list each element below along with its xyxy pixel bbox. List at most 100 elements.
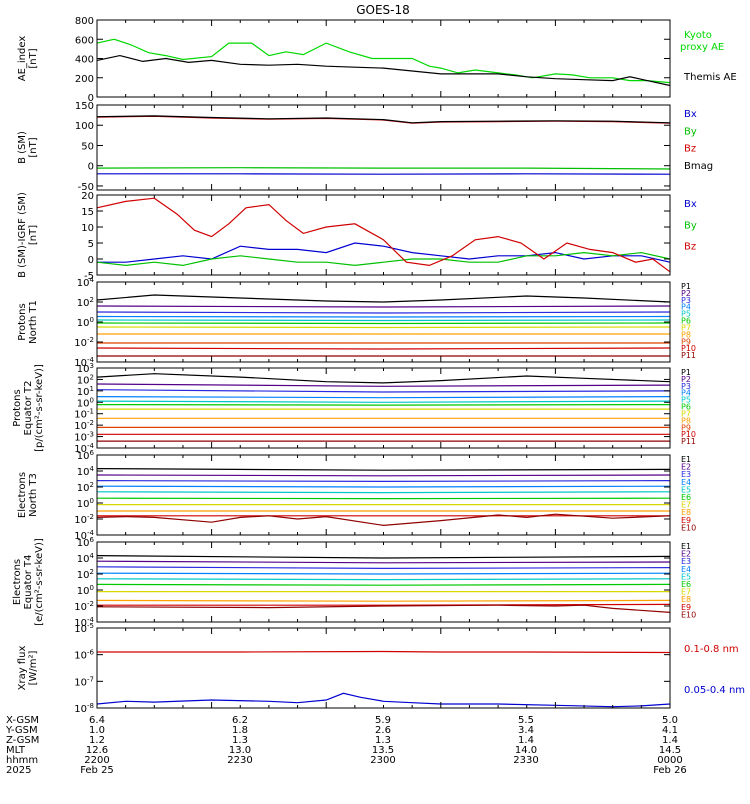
y-axis-label: AE_index [17,36,28,82]
panel-frame [97,542,670,622]
legend-label: Bmag [684,161,713,172]
y-axis-label: Xray flux [17,646,28,691]
y-axis-label: Protons [12,389,23,426]
plot-title: GOES-18 [356,3,410,17]
series-line-eeq-2 [97,567,670,569]
y-axis-label: Electrons [17,472,28,518]
footer-value: 2300 [370,755,395,766]
y-axis-label: [W/m²] [28,650,39,685]
footer-value: 2230 [227,755,252,766]
series-line-pnorth-6 [97,327,670,328]
y-tick-label: 15 [81,207,94,218]
series-line-peq-0 [97,374,670,383]
y-axis-label: [e/(cm²-s-sr-keV)] [34,538,45,626]
series-line-pnorth-4 [97,320,670,321]
y-tick-label: 600 [75,35,94,46]
series-line-enorth-4 [97,492,670,493]
y-tick-label: 100 [77,584,94,597]
series-line-eeq-1 [97,561,670,563]
series-line-eeq-9 [97,605,670,612]
y-axis-label: Equator T4 [23,555,34,610]
footer-value: Feb 25 [80,765,114,776]
legend-label: Bz [684,144,696,155]
series-line-bdiff-2 [97,198,670,272]
series-line-pnorth-2 [97,312,670,313]
legend-label: Bx [684,109,697,120]
y-tick-label: 106 [77,449,95,462]
series-line-enorth-2 [97,481,670,482]
y-axis-label: [nT] [28,225,39,245]
y-axis-label: Equator T2 [23,381,34,436]
series-line-eeq-7 [97,600,670,601]
legend-label: By [684,126,697,137]
y-tick-label: 102 [77,568,94,581]
series-line-pnorth-0 [97,295,670,302]
footer-row-label: 2025 [6,765,31,776]
y-tick-label: 104 [77,276,95,289]
y-tick-label: 200 [75,74,94,85]
legend-label: P11 [681,437,696,446]
y-axis-label: [p/(cm²-s-sr-keV)] [34,364,45,452]
y-tick-label: 10-2 [74,336,94,349]
y-axis-label: [nT] [28,48,39,68]
y-tick-label: 400 [75,55,94,66]
footer-value: Feb 26 [653,765,687,776]
legend-label: 0.1-0.8 nm [684,644,739,655]
ephemeris-footer: X-GSMY-GSMZ-GSMMLThhmm20256.41.01.212.62… [5,715,687,776]
series-line-eeq-5 [97,584,670,585]
y-tick-label: 10-6 [74,649,94,662]
y-tick-label: 20 [81,191,94,202]
y-tick-label: 106 [77,536,95,549]
y-axis-label: Protons [17,303,28,340]
series-line-bsm-1 [97,168,670,169]
y-axis-label: North T3 [28,473,39,517]
panel-frame [97,282,670,362]
y-tick-label: 10-5 [74,622,94,635]
y-tick-label: 100 [75,121,94,132]
legend-label: E10 [681,523,696,532]
panel-frame [97,455,670,535]
series-line-xray-1 [97,693,670,706]
y-tick-label: 0 [88,255,94,266]
y-tick-label: 102 [77,296,94,309]
y-tick-label: 50 [81,141,94,152]
footer-value: 2330 [513,755,538,766]
y-tick-label: 104 [77,552,95,565]
panel-frame [97,368,670,448]
series-line-eeq-0 [97,556,670,558]
series-line-xray-0 [97,652,670,653]
y-axis-label: Electrons [12,559,23,605]
y-tick-label: 10-8 [74,702,94,715]
series-line-enorth-3 [97,486,670,487]
series-line-eeq-4 [97,579,670,580]
series-line-peq-2 [97,390,670,392]
legend-label: Bx [684,199,697,210]
legend-label: P11 [681,351,696,360]
y-tick-label: 5 [88,239,94,250]
y-tick-label: 100 [77,316,94,329]
series-line-enorth-0 [97,469,670,471]
panel-frame [97,628,670,708]
series-line-pnorth-1 [97,306,670,307]
legend-label: By [684,220,697,231]
series-line-peq-3 [97,397,670,398]
legend-label: E10 [681,610,696,619]
y-tick-label: 100 [77,497,94,510]
series-line-eeq-3 [97,573,670,574]
y-axis-label: B (SM) [17,131,28,164]
y-tick-label: 0 [88,162,94,173]
legend-label: Bz [684,242,696,253]
legend-label: 0.05-0.4 nm [684,685,745,696]
series-line-pnorth-9 [97,348,670,349]
